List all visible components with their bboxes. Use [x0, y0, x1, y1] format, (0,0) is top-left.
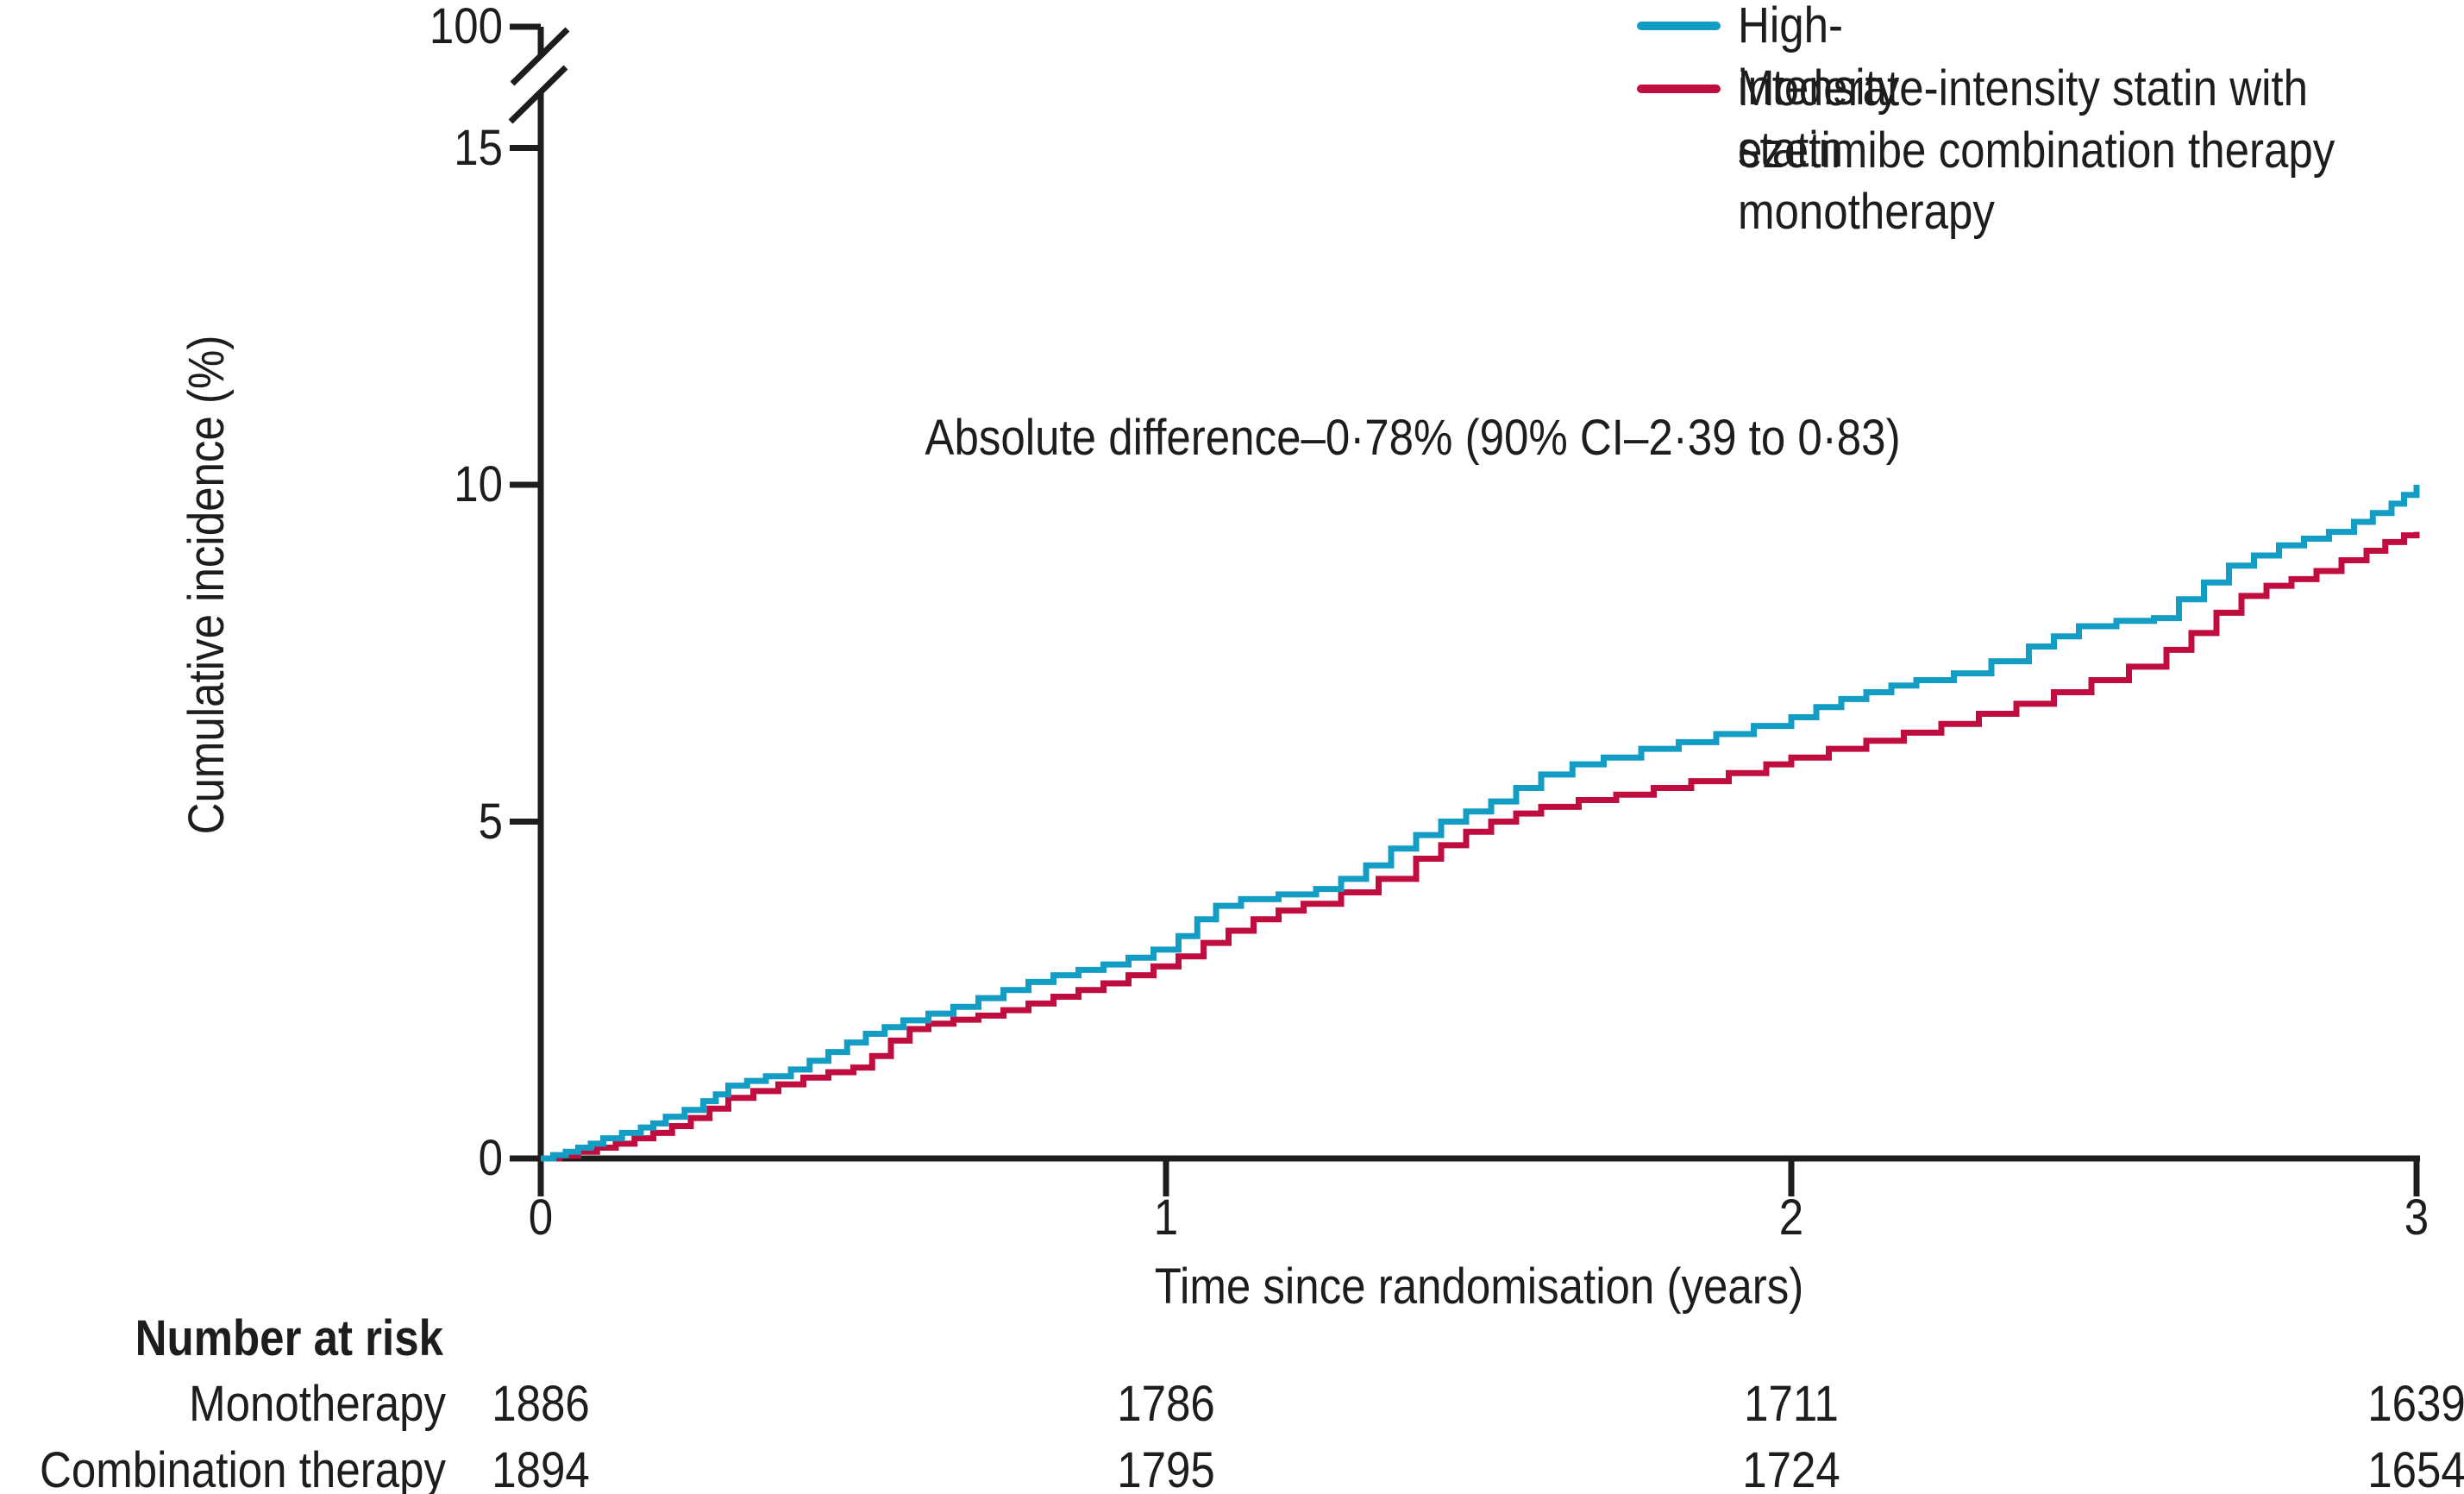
- x-tick-label: 1: [1153, 1190, 1179, 1246]
- x-tick-label: 0: [528, 1190, 554, 1246]
- axis-break-slash: [508, 65, 568, 124]
- y-tick-label: 5: [478, 793, 503, 850]
- x-tick-label: 3: [2404, 1190, 2430, 1246]
- y-axis-top-tick-label: 100: [429, 0, 503, 54]
- legend-swatch-combination: [1637, 85, 1721, 93]
- y-axis-title: Cumulative incidence (%): [179, 335, 235, 835]
- y-tick-label: 15: [454, 119, 503, 176]
- risk-count: 1894: [492, 1442, 590, 1494]
- number-at-risk-heading: Number at risk: [135, 1310, 443, 1366]
- risk-row-label-monotherapy: Monotherapy: [189, 1376, 446, 1432]
- risk-count: 1654: [2367, 1442, 2464, 1494]
- x-axis-title: Time since randomisation (years): [1154, 1259, 1804, 1315]
- legend-label-monotherapy: High-intensity statin monotherapy: [1738, 0, 1995, 240]
- risk-count: 1711: [1744, 1376, 1839, 1432]
- risk-count: 1724: [1742, 1442, 1840, 1494]
- risk-row-label-combination: Combination therapy: [40, 1442, 446, 1494]
- y-tick-label: 0: [478, 1130, 503, 1186]
- curve-combination: [541, 531, 2420, 1162]
- y-tick-label: 10: [454, 456, 503, 512]
- legend-label-combination: Moderate-intensity statin with ezetimibe…: [1738, 60, 2335, 179]
- risk-count: 1786: [1117, 1376, 1215, 1432]
- risk-count: 1795: [1117, 1442, 1215, 1494]
- annotation-absolute-difference: Absolute difference–0·78% (90% CI–2·39 t…: [925, 410, 1901, 466]
- risk-count: 1886: [492, 1376, 590, 1432]
- legend-swatch-monotherapy: [1637, 22, 1721, 30]
- axis-break-slash: [510, 27, 570, 86]
- curve-monotherapy: [541, 485, 2420, 1162]
- x-tick-label: 2: [1778, 1190, 1804, 1246]
- risk-count: 1639: [2367, 1376, 2464, 1432]
